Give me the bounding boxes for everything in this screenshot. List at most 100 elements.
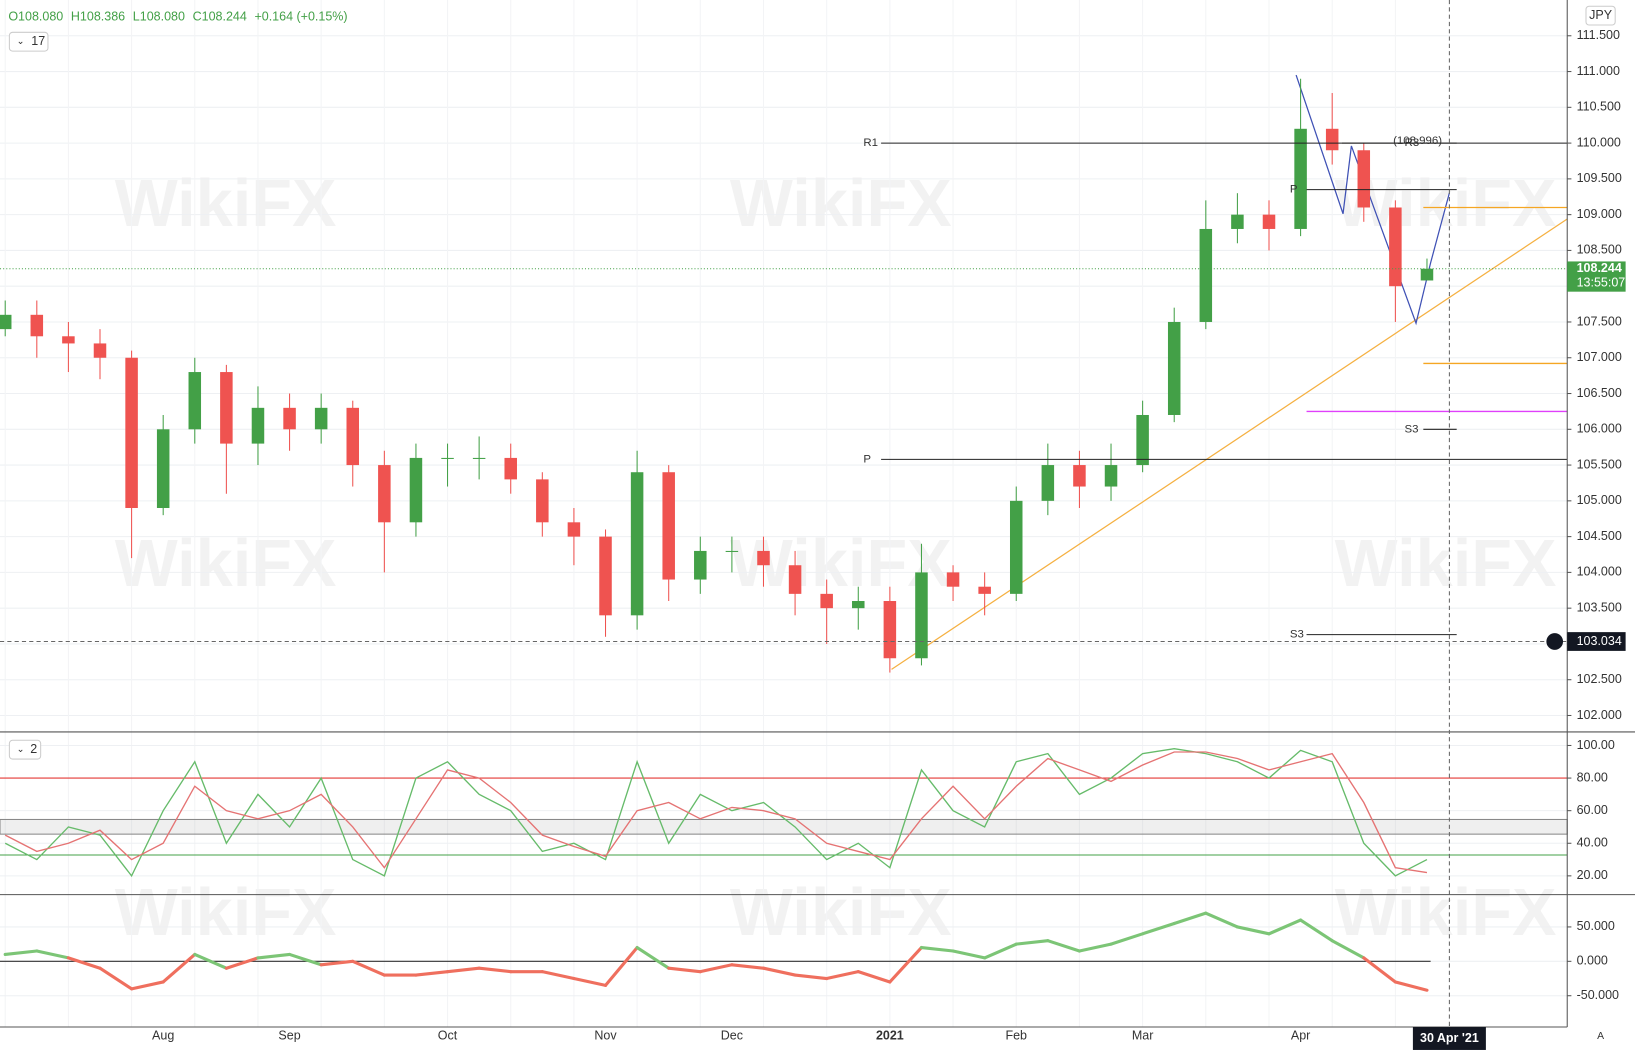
y-tick-label: 109.000 [1577,207,1622,221]
momentum-segment [888,946,924,984]
high-text: H108.386 [71,10,125,24]
watermark: WikiFX [1335,876,1557,950]
momentum-segment [983,942,1018,960]
y-tick-label: 105.000 [1577,493,1622,507]
candle-body [757,550,770,566]
momentum-segment [1204,911,1239,929]
y-tick-label: 50.000 [1577,919,1615,933]
candle-body [1136,414,1149,466]
candle-body [188,372,202,430]
y-tick-label: 102.000 [1577,708,1622,722]
momentum-segment [698,963,734,974]
y-tick-label: 20.00 [1577,868,1608,882]
y-tick-label: 106.000 [1577,422,1622,436]
momentum-segment [193,952,228,970]
change-text: +0.164 (+0.15%) [254,10,347,24]
watermark: WikiFX [115,167,337,241]
momentum-segment [667,966,702,974]
candle-body [220,372,233,444]
momentum-segment [730,963,766,970]
momentum-segment [288,952,323,967]
y-tick-label: 106.500 [1577,386,1622,400]
momentum-segment [66,956,102,970]
pivot-label: S3 [1290,629,1304,641]
momentum-segment [224,956,260,970]
candle-body [536,479,549,523]
momentum-segment [445,966,481,974]
currency-box[interactable] [1585,5,1616,26]
momentum-segment [351,959,386,977]
momentum-segment [1362,956,1397,984]
candle-body [1073,465,1086,487]
y-tick-label: 100.00 [1577,738,1615,752]
candle-body [662,472,675,580]
momentum-segment [1172,911,1208,926]
crosshair-label: 103.034 [1577,634,1622,648]
momentum-segment [161,952,197,984]
candle-body [883,601,897,659]
momentum-segment [477,966,513,974]
y-tick-label: 111.500 [1577,28,1620,42]
candle-body [1389,207,1402,287]
crosshair-box [1567,632,1626,651]
candle-body [915,572,928,659]
momentum-segment [1141,921,1176,936]
y-tick-label: 105.500 [1577,457,1622,471]
y-tick-label: -50.000 [1577,988,1619,1002]
momentum-segment [635,946,671,970]
candle-body [346,407,360,466]
x-tick-label: Aug [152,1029,174,1043]
candle-body [978,586,991,594]
x-tick-label: Feb [1005,1029,1027,1043]
x-tick-label: 2021 [876,1029,904,1043]
interval-box[interactable] [8,31,49,52]
candle-body [567,522,581,537]
momentum-segment [414,970,450,977]
osc-band [0,818,1568,835]
pivot-label: P [863,453,871,465]
close-text: C108.244 [193,10,247,24]
pivot-label: R1 [863,137,878,149]
momentum-segment [1267,918,1303,936]
momentum-segment [1046,939,1081,953]
last-price-label: 108.244 [1577,261,1622,275]
momentum-segment [1109,932,1145,946]
watermark: WikiFX [730,876,952,950]
osc-param-box[interactable] [8,739,42,760]
candle-body [694,550,707,580]
y-tick-label: 40.00 [1577,836,1608,850]
watermark: WikiFX [730,167,952,241]
y-tick-label: 102.500 [1577,672,1622,686]
interval-arrow: ⌄ [17,36,25,46]
momentum-segment [319,959,355,967]
momentum-segment [256,952,292,960]
watermark: WikiFX [1335,527,1557,601]
candle-body [93,343,107,358]
marks: R1 P P R3 S3 S3 (108.996) [0,78,1568,992]
candle-body [156,429,170,508]
osc-line [4,748,1428,878]
watermark: WikiFX [115,527,337,601]
x-tick-label: Oct [438,1029,458,1043]
momentum-segment [1014,939,1050,946]
y-tick-label: 60.00 [1577,803,1608,817]
y-tick-label: 110.000 [1577,135,1621,149]
candle-body [1199,228,1213,322]
grid [0,0,1568,1028]
momentum-segment [761,966,797,977]
osc-line [4,751,1428,874]
y-tick-label: 110.500 [1577,100,1621,114]
candle-body [725,550,739,552]
y-tick-label: 107.000 [1577,350,1622,364]
candle-body [125,357,138,508]
candle-body [441,457,454,459]
auto-scale[interactable]: A [1597,1031,1604,1042]
candle-body [788,565,802,594]
interval: 17 [31,34,45,48]
x-tick-label: Dec [721,1029,743,1043]
momentum-segment [1299,918,1334,943]
pivot-label: S3 [1405,423,1419,435]
pivot-label: P [1290,184,1298,196]
candle-body [820,593,833,609]
momentum-segment [1077,942,1113,953]
